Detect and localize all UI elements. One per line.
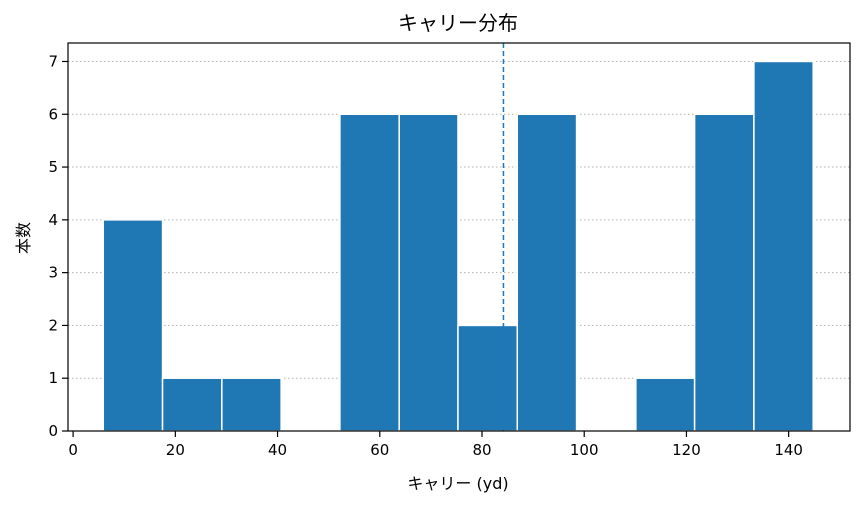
x-tick-label: 140 — [774, 441, 803, 459]
x-tick-label: 40 — [268, 441, 287, 459]
x-tick-label: 60 — [370, 441, 389, 459]
y-tick-label: 2 — [48, 316, 58, 334]
y-tick-label: 1 — [48, 369, 58, 387]
histogram-bar — [161, 377, 223, 432]
y-tick-label: 4 — [48, 211, 58, 229]
y-tick-label: 7 — [48, 52, 58, 70]
x-axis-label: キャリー (yd) — [407, 474, 508, 493]
histogram-bar — [398, 113, 459, 432]
chart-title: キャリー分布 — [398, 11, 518, 35]
histogram-bar — [753, 60, 814, 432]
y-axis-ticks: 0 1 2 3 4 5 6 7 — [48, 52, 68, 440]
histogram-bar — [102, 219, 164, 432]
y-tick-label: 3 — [48, 264, 58, 282]
histogram-bar — [221, 377, 282, 432]
histogram-bar — [339, 113, 400, 432]
x-axis-ticks: 0 20 40 60 80 100 120 140 — [68, 431, 803, 459]
y-tick-label: 5 — [48, 158, 58, 176]
histogram-bars — [102, 60, 814, 432]
x-tick-label: 20 — [166, 441, 185, 459]
y-tick-label: 6 — [48, 105, 58, 123]
y-tick-label: 0 — [48, 422, 58, 440]
x-tick-label: 80 — [472, 441, 491, 459]
y-axis-label: 本数 — [14, 222, 33, 254]
histogram-bar — [516, 113, 578, 432]
plot-frame — [67, 42, 851, 432]
histogram-bar — [635, 377, 696, 432]
x-tick-label: 100 — [570, 441, 599, 459]
histogram-bar — [457, 324, 519, 432]
x-tick-label: 0 — [68, 441, 78, 459]
histogram-bar — [693, 113, 755, 432]
x-tick-label: 120 — [672, 441, 701, 459]
